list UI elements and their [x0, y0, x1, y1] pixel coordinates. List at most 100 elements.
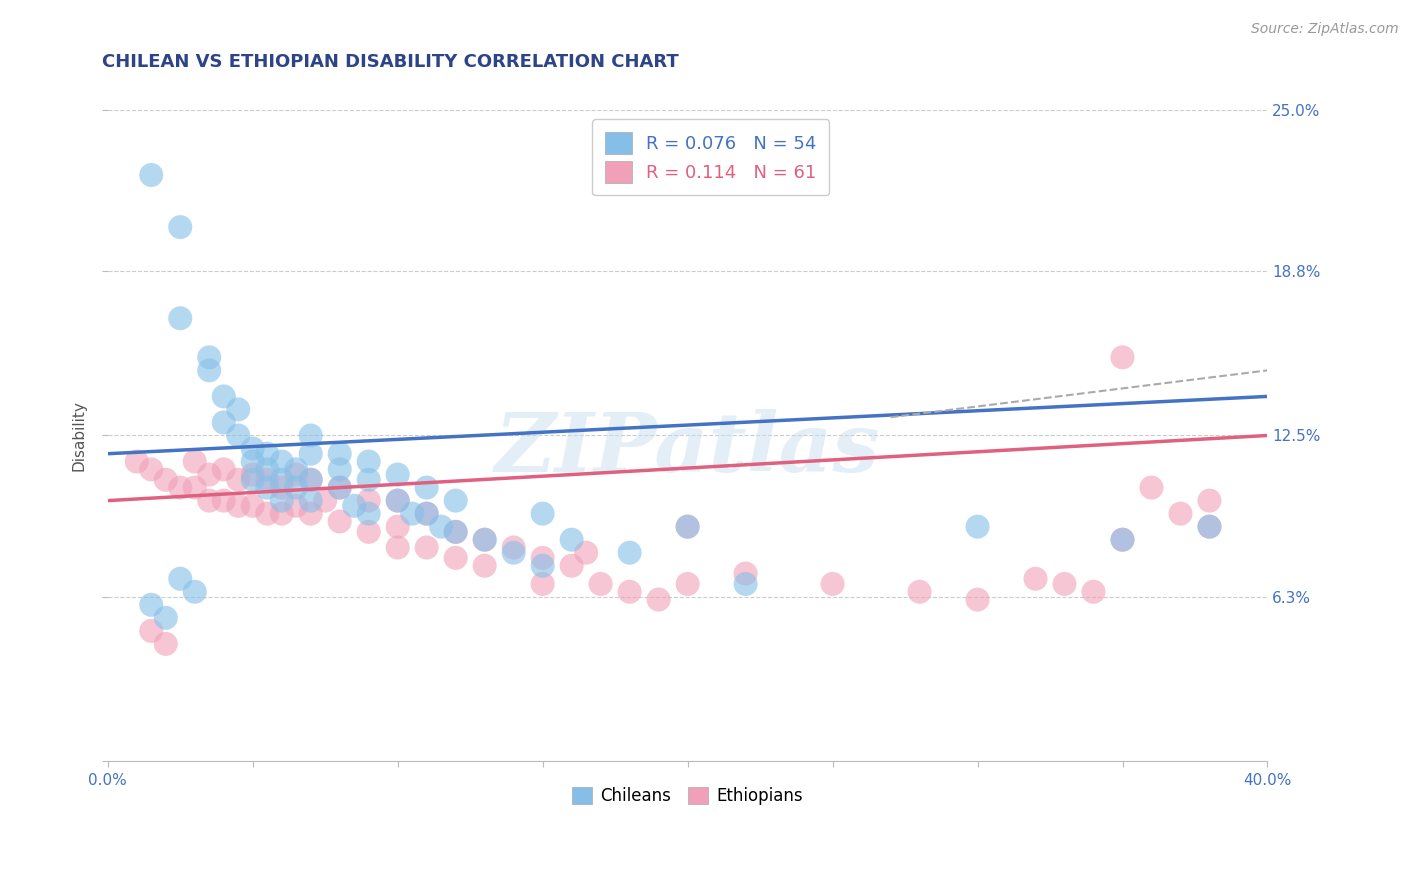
Point: [256, 462, 278, 476]
Point: [1170, 507, 1192, 521]
Point: [198, 351, 221, 365]
Point: [821, 577, 844, 591]
Point: [415, 507, 437, 521]
Point: [415, 507, 437, 521]
Point: [242, 467, 264, 482]
Text: 40.0%: 40.0%: [1243, 772, 1292, 788]
Point: [474, 533, 496, 547]
Text: ZIPatlas: ZIPatlas: [495, 409, 880, 489]
Point: [1140, 481, 1163, 495]
Point: [676, 519, 699, 533]
Point: [329, 462, 352, 476]
Point: [212, 416, 235, 430]
Point: [444, 550, 467, 565]
Point: [502, 546, 524, 560]
Point: [676, 577, 699, 591]
Point: [184, 481, 207, 495]
Point: [502, 541, 524, 555]
Point: [270, 507, 292, 521]
Point: [198, 363, 221, 377]
Point: [444, 493, 467, 508]
Point: [299, 428, 322, 442]
Point: [141, 462, 163, 476]
Point: [256, 473, 278, 487]
Point: [299, 507, 322, 521]
Point: [270, 481, 292, 495]
Point: [1083, 584, 1105, 599]
Point: [1025, 572, 1047, 586]
Point: [125, 454, 148, 468]
Point: [415, 541, 437, 555]
Legend: Chileans, Ethiopians: Chileans, Ethiopians: [565, 780, 810, 812]
Point: [155, 611, 177, 625]
Point: [256, 447, 278, 461]
Point: [242, 442, 264, 456]
Point: [357, 493, 380, 508]
Y-axis label: Disability: Disability: [72, 400, 86, 471]
Point: [474, 558, 496, 573]
Text: Source: ZipAtlas.com: Source: ZipAtlas.com: [1251, 22, 1399, 37]
Point: [343, 499, 366, 513]
Point: [1053, 577, 1076, 591]
Point: [329, 481, 352, 495]
Text: CHILEAN VS ETHIOPIAN DISABILITY CORRELATION CHART: CHILEAN VS ETHIOPIAN DISABILITY CORRELAT…: [103, 53, 679, 70]
Point: [184, 454, 207, 468]
Point: [184, 584, 207, 599]
Point: [415, 481, 437, 495]
Point: [299, 447, 322, 461]
Point: [647, 592, 669, 607]
Point: [357, 507, 380, 521]
Point: [966, 592, 988, 607]
Point: [299, 473, 322, 487]
Point: [676, 519, 699, 533]
Point: [531, 550, 554, 565]
Point: [589, 577, 612, 591]
Point: [531, 507, 554, 521]
Point: [226, 428, 249, 442]
Point: [357, 454, 380, 468]
Point: [285, 467, 308, 482]
Point: [1111, 351, 1133, 365]
Point: [1198, 519, 1220, 533]
Point: [212, 493, 235, 508]
Point: [387, 541, 409, 555]
Point: [444, 524, 467, 539]
Point: [329, 481, 352, 495]
Point: [734, 577, 756, 591]
Point: [575, 546, 598, 560]
Point: [474, 533, 496, 547]
Point: [1198, 519, 1220, 533]
Point: [401, 507, 423, 521]
Point: [226, 499, 249, 513]
Point: [444, 524, 467, 539]
Point: [387, 519, 409, 533]
Point: [329, 515, 352, 529]
Point: [226, 402, 249, 417]
Point: [531, 558, 554, 573]
Point: [1111, 533, 1133, 547]
Point: [270, 493, 292, 508]
Point: [299, 493, 322, 508]
Point: [256, 507, 278, 521]
Point: [329, 447, 352, 461]
Point: [270, 454, 292, 468]
Point: [242, 454, 264, 468]
Point: [212, 462, 235, 476]
Point: [212, 389, 235, 403]
Point: [141, 598, 163, 612]
Point: [141, 168, 163, 182]
Text: 0.0%: 0.0%: [89, 772, 127, 788]
Point: [169, 481, 191, 495]
Point: [242, 473, 264, 487]
Point: [966, 519, 988, 533]
Point: [357, 524, 380, 539]
Point: [155, 473, 177, 487]
Point: [314, 493, 336, 508]
Point: [256, 481, 278, 495]
Point: [387, 493, 409, 508]
Point: [242, 499, 264, 513]
Point: [387, 493, 409, 508]
Point: [430, 519, 453, 533]
Point: [169, 572, 191, 586]
Point: [1111, 533, 1133, 547]
